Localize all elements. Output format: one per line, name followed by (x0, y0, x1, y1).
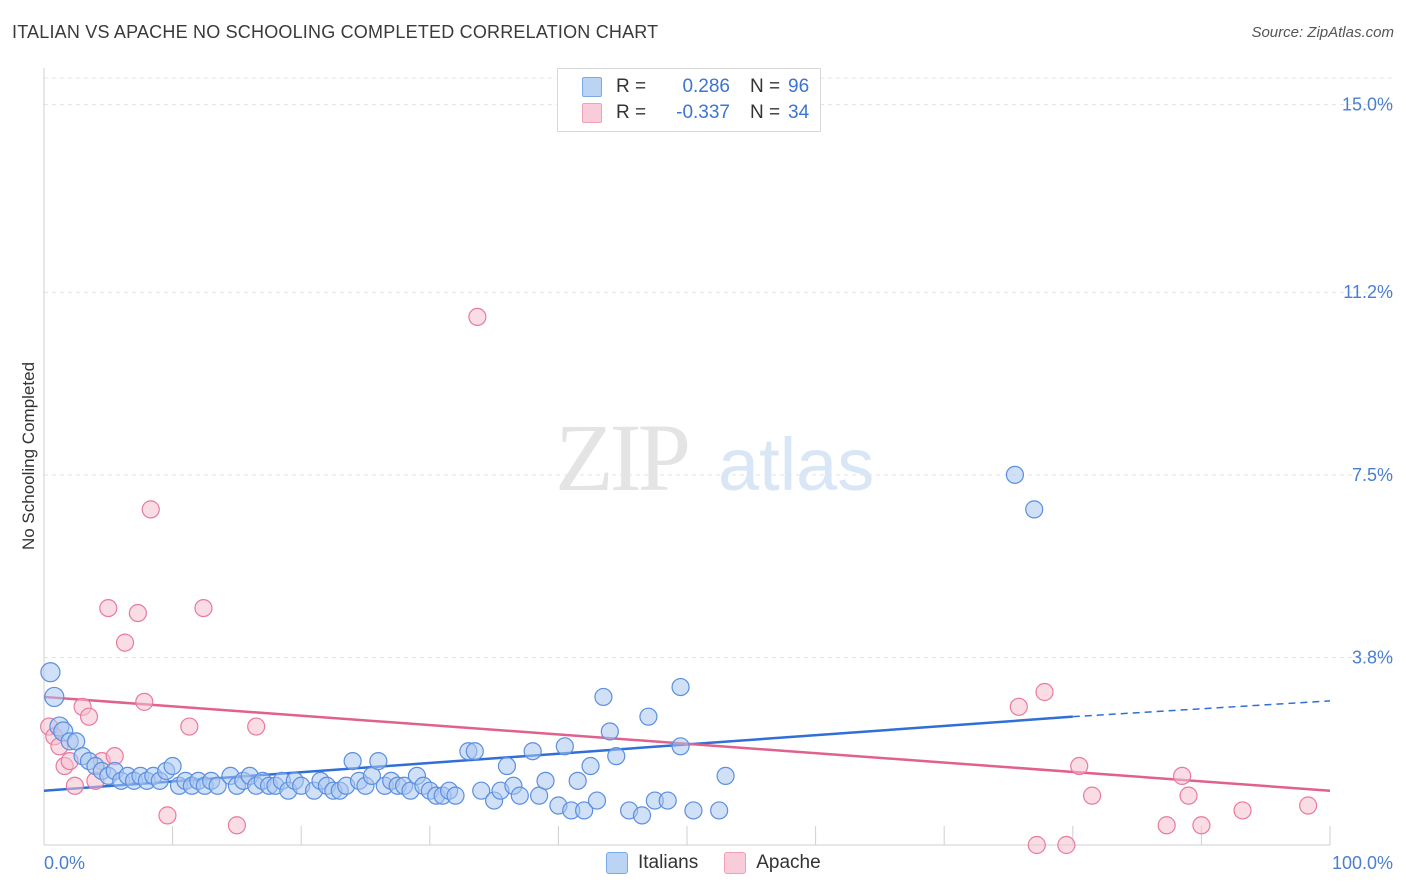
italian-point (671, 737, 690, 756)
italian-point (497, 756, 517, 776)
y-tick-label: 11.2% (1343, 282, 1393, 302)
watermark: ZIP atlas (555, 404, 874, 511)
italians-swatch (606, 852, 628, 874)
y-tick-label: 3.8% (1352, 647, 1393, 667)
italian-point (523, 742, 542, 761)
legend-label-apache: Apache (756, 852, 821, 873)
italian-point (208, 776, 227, 795)
apache-point (1192, 816, 1211, 835)
italian-point (44, 686, 65, 708)
apache-point (1009, 697, 1028, 716)
italian-point (472, 781, 491, 800)
apache-point (65, 776, 84, 795)
italian-point (1025, 500, 1044, 519)
apache-swatch (582, 103, 602, 123)
italian-point (600, 722, 619, 741)
x-tick-label: 0.0% (44, 853, 85, 873)
apache-point (468, 307, 487, 327)
italian-point (684, 801, 703, 820)
italian-point (555, 737, 574, 756)
italian-point (465, 742, 484, 761)
axes (43, 68, 1331, 846)
apache-point (128, 603, 147, 623)
apache-point (1057, 835, 1076, 855)
apache-point (135, 692, 154, 711)
italian-point (446, 786, 465, 805)
watermark-zip: ZIP (555, 404, 688, 511)
apache-point (1070, 756, 1089, 776)
legend-row-italians: R = 0.286 N = 96 (582, 74, 809, 100)
italian-point (639, 707, 658, 726)
apache-point (158, 806, 177, 825)
y-tick-label: 15.0% (1342, 95, 1393, 115)
chart-title: ITALIAN VS APACHE NO SCHOOLING COMPLETED… (12, 22, 659, 42)
stats-legend: R = 0.286 N = 96 R = -0.337 N = 34 (557, 68, 821, 132)
apache-point (1173, 766, 1192, 786)
n-label: N = (750, 76, 781, 97)
y-tick-label: 7.5% (1352, 465, 1393, 485)
italian-point (581, 756, 600, 776)
apache-point (1027, 835, 1046, 855)
apache-point (99, 598, 118, 618)
r-label: R = (616, 102, 647, 123)
italians-trendline-extension (1072, 700, 1331, 718)
italian-point (1005, 465, 1025, 484)
apache-point (1233, 801, 1252, 820)
series-legend: Italians Apache (606, 852, 847, 874)
apache-point (227, 816, 246, 835)
n-value: 96 (788, 76, 810, 97)
italians-swatch (582, 77, 602, 97)
legend-item-italians: Italians (606, 852, 698, 874)
italian-point (369, 751, 388, 771)
r-value: -0.337 (676, 102, 730, 123)
italian-point (658, 791, 677, 810)
apache-point (1035, 682, 1054, 702)
italian-point (536, 771, 555, 790)
n-value: 34 (788, 102, 810, 123)
apache-point (79, 707, 99, 726)
legend-row-apache: R = -0.337 N = 34 (582, 100, 809, 126)
apache-swatch (724, 852, 747, 874)
apache-point (141, 500, 160, 519)
italian-point (568, 771, 587, 790)
italian-point (587, 791, 607, 810)
italian-point (594, 687, 613, 707)
x-tick-label: 100.0% (1332, 853, 1393, 873)
italian-point (632, 806, 652, 825)
r-label: R = (616, 76, 647, 97)
italian-point (671, 677, 690, 697)
apache-point (247, 717, 266, 736)
italian-point (716, 766, 735, 786)
n-label: N = (750, 102, 781, 123)
italian-point (510, 786, 529, 805)
italian-point (163, 756, 182, 776)
apache-point (180, 717, 199, 736)
italian-point (343, 751, 362, 771)
legend-label-italians: Italians (638, 852, 699, 873)
y-axis-label: No Schooling Completed (19, 362, 38, 550)
italians-points (40, 465, 1044, 825)
apache-point (1179, 786, 1198, 805)
gridlines (44, 77, 1392, 658)
italian-point (575, 801, 594, 820)
tick-labels: 3.8% 7.5% 11.2% 15.0% 0.0% 100.0% (44, 95, 1393, 873)
apache-point (1082, 786, 1102, 805)
legend-item-apache: Apache (724, 852, 821, 874)
source-label: Source: ZipAtlas.com (1251, 24, 1394, 41)
italian-point (710, 801, 729, 820)
apache-point (1299, 796, 1318, 815)
r-value: 0.286 (682, 76, 730, 97)
apache-point (194, 598, 213, 618)
italian-point (607, 747, 626, 766)
watermark-atlas: atlas (718, 423, 874, 506)
apache-point (115, 633, 135, 652)
italian-point (40, 662, 61, 683)
apache-point (1157, 816, 1176, 835)
